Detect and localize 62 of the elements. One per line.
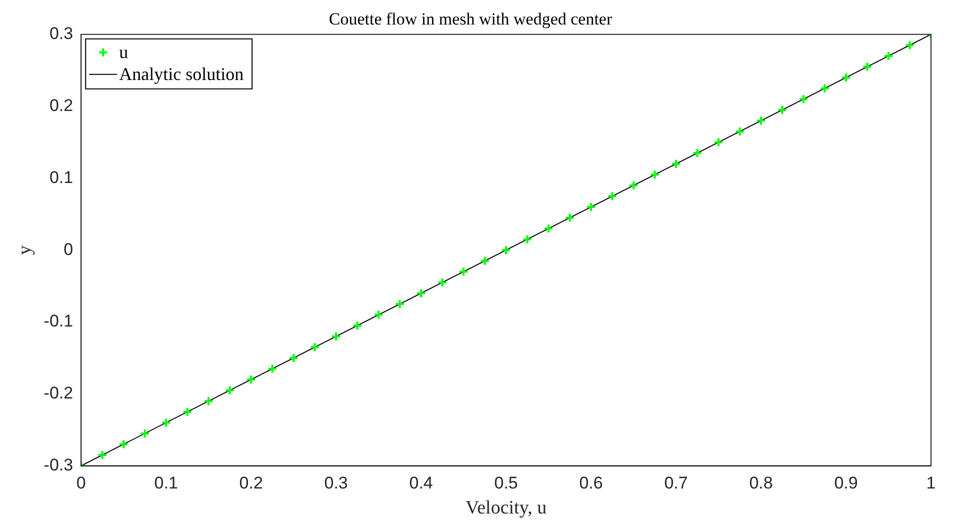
point <box>331 331 342 342</box>
y-tick-label: 0 <box>64 240 74 259</box>
y-tick-label: 0.2 <box>49 96 74 115</box>
point <box>458 266 469 277</box>
point <box>246 374 256 385</box>
point <box>374 310 384 320</box>
x-tick-label: 0.2 <box>239 474 263 493</box>
point <box>607 191 618 202</box>
point <box>586 202 596 212</box>
x-tick-label: 0 <box>76 474 86 493</box>
point <box>884 50 894 61</box>
point <box>204 396 214 406</box>
y-axis-title: y <box>14 244 36 255</box>
point <box>416 288 426 298</box>
point <box>777 104 788 115</box>
y-tick-label: 0.1 <box>49 168 74 187</box>
x-tick-label: 0.5 <box>494 474 518 493</box>
point <box>118 439 129 450</box>
point <box>841 72 852 83</box>
point <box>628 180 639 190</box>
y-tick-label: -0.2 <box>44 384 74 403</box>
point <box>352 320 362 331</box>
x-tick-label: 0.3 <box>324 474 348 493</box>
point <box>862 62 872 72</box>
x-tick-label: 1 <box>926 474 936 493</box>
point <box>904 40 915 50</box>
point <box>501 245 512 256</box>
x-tick-label: 0.7 <box>664 474 688 493</box>
x-tick-label: 0.6 <box>579 474 603 493</box>
y-tick-label: 0.3 <box>49 24 74 44</box>
point <box>182 406 192 417</box>
point <box>734 126 745 136</box>
point <box>394 299 405 310</box>
point <box>544 224 554 234</box>
point <box>650 170 660 180</box>
point <box>564 212 575 223</box>
point <box>798 94 809 104</box>
point <box>224 385 235 396</box>
point <box>480 256 490 266</box>
point <box>310 342 320 352</box>
y-tick-label: -0.1 <box>44 312 74 331</box>
point <box>288 352 299 363</box>
point <box>140 428 150 438</box>
point <box>714 137 724 148</box>
point <box>267 364 278 374</box>
point <box>437 277 448 288</box>
x-tick-label: 0.8 <box>749 474 773 493</box>
point <box>671 158 682 169</box>
legend-label: u <box>119 42 128 62</box>
point <box>756 116 766 126</box>
point <box>161 418 172 428</box>
x-tick-label: 0.4 <box>409 474 433 493</box>
x-axis-title: Velocity, u <box>466 498 548 519</box>
point <box>692 148 702 158</box>
x-tick-label: 0.9 <box>834 474 858 493</box>
point <box>522 234 532 244</box>
x-tick-label: 0.1 <box>154 474 178 493</box>
chart-title: Couette flow in mesh with wedged center <box>328 10 612 29</box>
y-tick-label: -0.3 <box>44 455 74 474</box>
legend-label: Analytic solution <box>119 64 244 84</box>
point <box>820 83 830 94</box>
point <box>97 450 108 460</box>
